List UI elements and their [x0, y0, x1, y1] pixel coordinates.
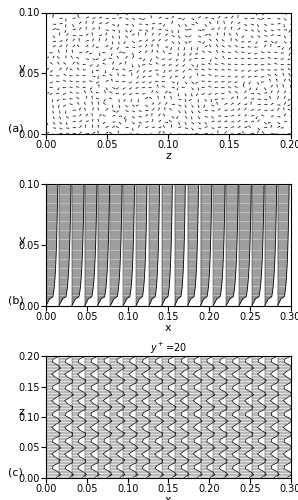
Polygon shape — [162, 356, 176, 478]
Polygon shape — [46, 356, 61, 478]
Polygon shape — [98, 356, 112, 478]
Polygon shape — [72, 184, 84, 306]
Polygon shape — [149, 356, 164, 478]
X-axis label: x: x — [165, 495, 172, 500]
Polygon shape — [46, 184, 58, 306]
Text: (a): (a) — [8, 124, 24, 134]
Polygon shape — [59, 356, 74, 478]
Y-axis label: y: y — [18, 63, 25, 73]
Polygon shape — [175, 184, 185, 306]
Y-axis label: z: z — [19, 407, 25, 417]
Polygon shape — [252, 184, 264, 306]
Polygon shape — [278, 184, 289, 306]
Polygon shape — [265, 184, 277, 306]
Polygon shape — [265, 356, 279, 478]
Polygon shape — [98, 184, 110, 306]
Polygon shape — [85, 184, 97, 306]
Polygon shape — [278, 356, 292, 478]
Polygon shape — [188, 184, 198, 306]
X-axis label: z: z — [165, 151, 171, 161]
Polygon shape — [226, 356, 241, 478]
Polygon shape — [213, 356, 228, 478]
Polygon shape — [162, 184, 172, 306]
Polygon shape — [136, 184, 147, 306]
Polygon shape — [123, 356, 138, 478]
Title: $y^+$=20: $y^+$=20 — [150, 342, 187, 356]
Polygon shape — [123, 184, 135, 306]
Polygon shape — [136, 356, 151, 478]
Polygon shape — [175, 356, 189, 478]
Polygon shape — [201, 356, 215, 478]
Polygon shape — [239, 184, 251, 306]
Text: (b): (b) — [8, 296, 24, 306]
Polygon shape — [239, 356, 254, 478]
Text: (c): (c) — [8, 468, 23, 477]
Polygon shape — [111, 184, 122, 306]
Polygon shape — [149, 184, 159, 306]
Polygon shape — [59, 184, 71, 306]
Polygon shape — [226, 184, 238, 306]
Polygon shape — [111, 356, 125, 478]
Polygon shape — [252, 356, 266, 478]
X-axis label: x: x — [165, 323, 172, 333]
Polygon shape — [201, 184, 212, 306]
Polygon shape — [85, 356, 99, 478]
Polygon shape — [213, 184, 225, 306]
Y-axis label: y: y — [18, 235, 25, 245]
Polygon shape — [72, 356, 86, 478]
Polygon shape — [188, 356, 202, 478]
